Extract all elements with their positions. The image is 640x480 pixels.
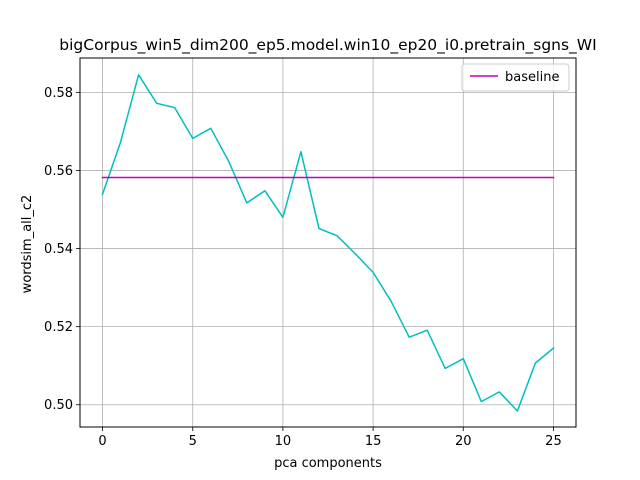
y-tick-label: 0.58 [44,86,73,101]
y-tick-label: 0.54 [44,242,73,257]
y-tick-label: 0.52 [44,320,73,335]
y-axis-label: wordsim_all_c2 [20,195,35,294]
x-axis-label: pca components [274,456,382,471]
x-tick-label: 20 [455,434,472,449]
legend-box [461,63,570,92]
y-tick-label: 0.56 [44,164,73,179]
legend: baseline [461,63,570,92]
plot-area-frame [79,57,577,428]
x-tick-label: 15 [365,434,382,449]
axis-ticks: 0 5 10 15 20 25 0.50 0.52 0.54 0.56 0.58 [44,86,562,449]
chart-title: bigCorpus_win5_dim200_ep5.model.win10_ep… [59,36,596,55]
x-tick-label: 25 [545,434,562,449]
series-layer [101,74,555,412]
legend-label-baseline: baseline [505,70,559,85]
y-tick-label: 0.50 [44,398,73,413]
series-line-0 [101,74,555,412]
x-tick-label: 5 [189,434,197,449]
grid-lines [80,58,576,427]
x-tick-label: 10 [275,434,292,449]
x-tick-label: 0 [98,434,106,449]
